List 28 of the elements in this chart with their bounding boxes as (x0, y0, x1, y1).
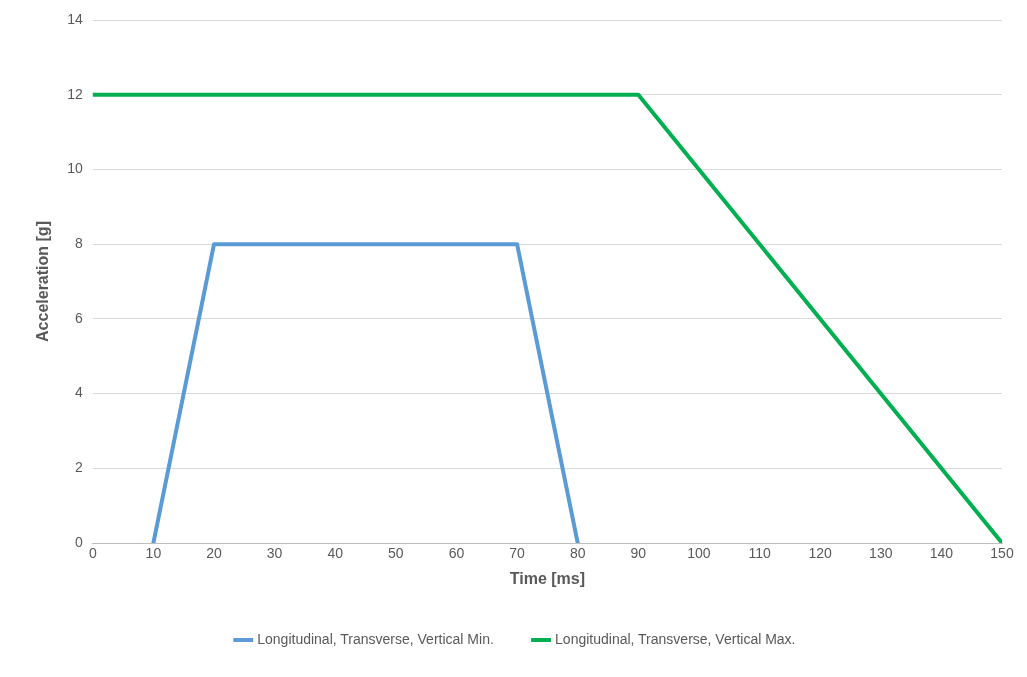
x-tick-label: 120 (808, 545, 833, 562)
x-tick-label: 50 (388, 545, 404, 562)
x-tick-label: 100 (687, 545, 711, 562)
x-tick-label: 110 (748, 545, 771, 562)
y-tick-label: 12 (67, 85, 83, 102)
x-tick-label: 150 (990, 545, 1014, 562)
y-axis-title: Acceleration [g] (34, 221, 52, 342)
legend-label: Longitudinal, Transverse, Vertical Max. (555, 630, 796, 647)
x-tick-label: 60 (448, 545, 465, 562)
x-tick-label: 140 (929, 545, 954, 562)
x-tick-label: 70 (509, 545, 526, 562)
x-tick-label: 80 (569, 545, 586, 562)
y-tick-label: 6 (74, 309, 83, 326)
x-tick-label: 0 (88, 545, 97, 562)
x-tick-label: 130 (869, 545, 893, 562)
y-tick-label: 2 (74, 459, 83, 476)
x-axis-title: Time [ms] (509, 569, 586, 587)
y-tick-label: 0 (74, 533, 83, 550)
y-tick-label: 14 (67, 10, 83, 27)
y-tick-label: 4 (74, 384, 83, 401)
legend-label: Longitudinal, Transverse, Vertical Min. (257, 630, 494, 647)
y-tick-label: 10 (67, 160, 83, 177)
x-tick-label: 90 (630, 545, 647, 562)
x-tick-label: 20 (206, 545, 222, 562)
x-tick-label: 40 (327, 545, 344, 562)
x-tick-label: 10 (145, 545, 162, 562)
y-tick-label: 8 (74, 235, 83, 251)
x-tick-label: 30 (266, 545, 283, 562)
